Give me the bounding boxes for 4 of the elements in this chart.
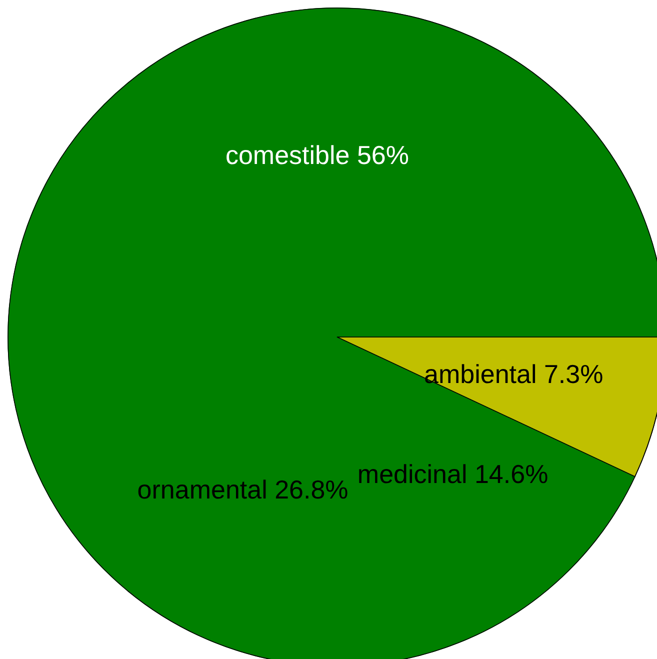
slice-label: medicinal 14.6% [357,458,548,489]
slice-label: ambiental 7.3% [424,359,604,390]
slice-label: ornamental 26.8% [137,474,348,504]
slice-label: comestible 56% [225,140,409,170]
